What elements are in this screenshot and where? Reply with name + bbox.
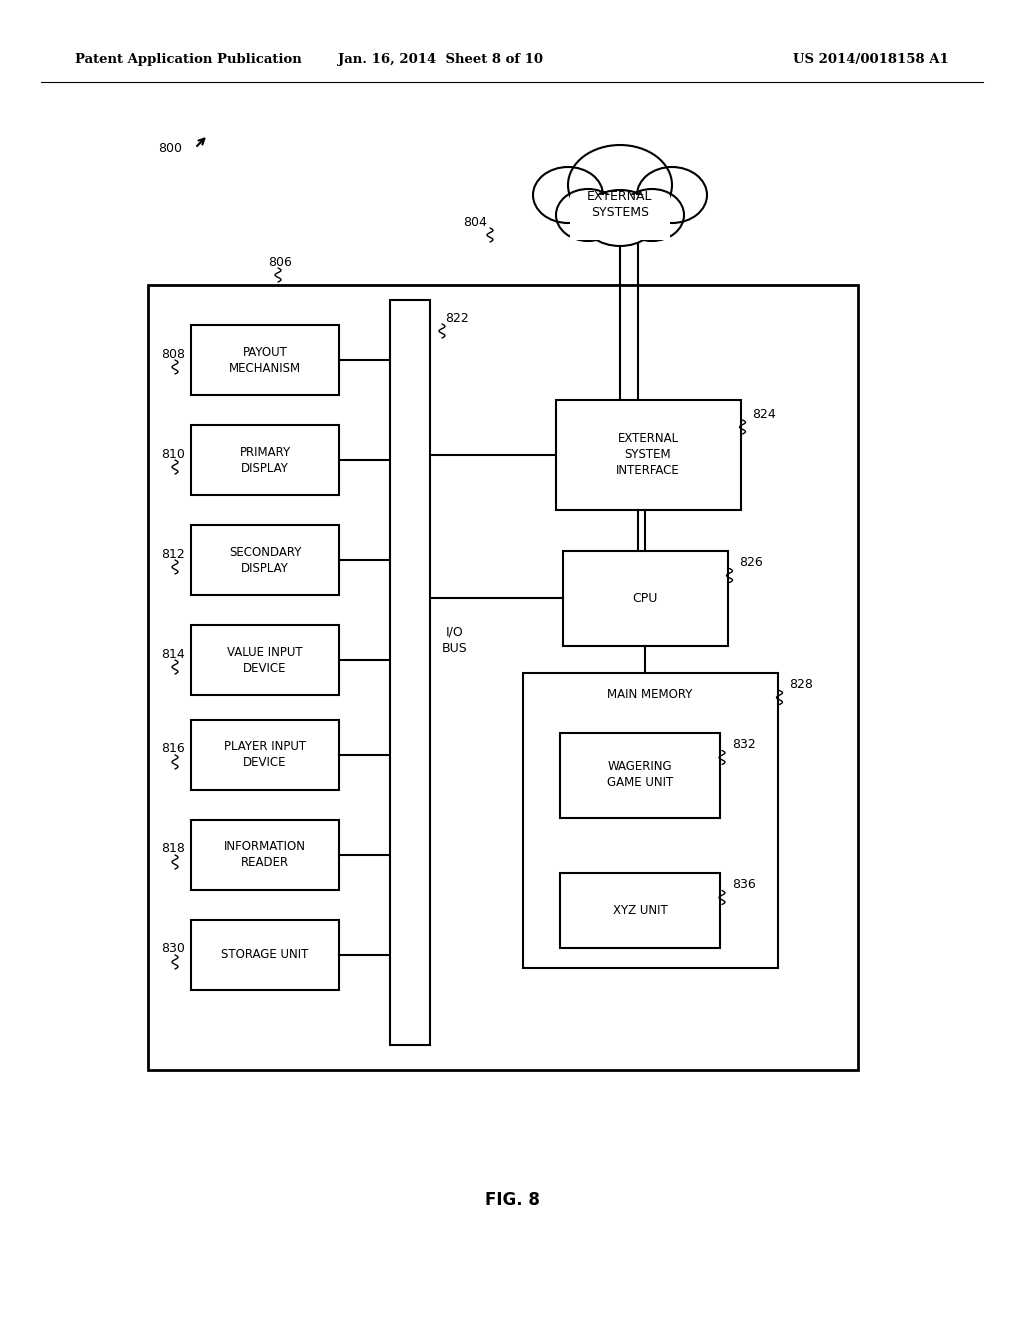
Bar — [191, 820, 339, 890]
Text: XYZ UNIT: XYZ UNIT — [612, 903, 668, 916]
Bar — [191, 525, 339, 595]
Text: 826: 826 — [739, 556, 763, 569]
Bar — [522, 672, 777, 968]
Text: CPU: CPU — [632, 591, 657, 605]
Text: 806: 806 — [268, 256, 292, 268]
Text: 822: 822 — [445, 312, 469, 325]
Text: WAGERING
GAME UNIT: WAGERING GAME UNIT — [607, 760, 673, 789]
Ellipse shape — [556, 189, 620, 242]
Ellipse shape — [637, 168, 707, 223]
Bar — [390, 300, 430, 1045]
Text: EXTERNAL
SYSTEMS: EXTERNAL SYSTEMS — [587, 190, 652, 219]
Bar — [191, 425, 339, 495]
Text: PAYOUT
MECHANISM: PAYOUT MECHANISM — [229, 346, 301, 375]
Text: 818: 818 — [161, 842, 185, 855]
Text: 824: 824 — [753, 408, 776, 421]
Text: 832: 832 — [732, 738, 756, 751]
Text: 830: 830 — [161, 942, 185, 956]
Ellipse shape — [568, 145, 672, 224]
Bar — [570, 195, 670, 240]
Text: EXTERNAL
SYSTEM
INTERFACE: EXTERNAL SYSTEM INTERFACE — [616, 433, 680, 478]
Text: 836: 836 — [732, 878, 756, 891]
Bar — [191, 719, 339, 789]
Text: US 2014/0018158 A1: US 2014/0018158 A1 — [794, 54, 949, 66]
Text: STORAGE UNIT: STORAGE UNIT — [221, 949, 308, 961]
Text: INFORMATION
READER: INFORMATION READER — [224, 841, 306, 870]
Text: 828: 828 — [790, 678, 813, 690]
Bar — [562, 550, 727, 645]
Ellipse shape — [620, 189, 684, 242]
Text: I/O
BUS: I/O BUS — [442, 626, 468, 655]
Text: PRIMARY
DISPLAY: PRIMARY DISPLAY — [240, 446, 291, 474]
Bar — [560, 873, 720, 948]
Bar — [555, 400, 740, 510]
Ellipse shape — [534, 168, 603, 223]
Text: 800: 800 — [158, 141, 182, 154]
Text: 816: 816 — [161, 742, 184, 755]
Text: 812: 812 — [161, 548, 184, 561]
Text: FIG. 8: FIG. 8 — [484, 1191, 540, 1209]
Text: Jan. 16, 2014  Sheet 8 of 10: Jan. 16, 2014 Sheet 8 of 10 — [338, 54, 543, 66]
Text: 808: 808 — [161, 347, 185, 360]
Bar — [191, 920, 339, 990]
Text: 814: 814 — [161, 648, 184, 660]
Bar — [191, 325, 339, 395]
Text: VALUE INPUT
DEVICE: VALUE INPUT DEVICE — [227, 645, 303, 675]
Bar — [148, 285, 858, 1071]
Bar — [560, 733, 720, 817]
Text: PLAYER INPUT
DEVICE: PLAYER INPUT DEVICE — [224, 741, 306, 770]
Bar — [191, 624, 339, 696]
Text: MAIN MEMORY: MAIN MEMORY — [607, 688, 692, 701]
Text: 810: 810 — [161, 447, 185, 461]
Ellipse shape — [582, 190, 658, 246]
Text: SECONDARY
DISPLAY: SECONDARY DISPLAY — [228, 545, 301, 574]
Text: 804: 804 — [463, 215, 487, 228]
Text: Patent Application Publication: Patent Application Publication — [75, 54, 302, 66]
